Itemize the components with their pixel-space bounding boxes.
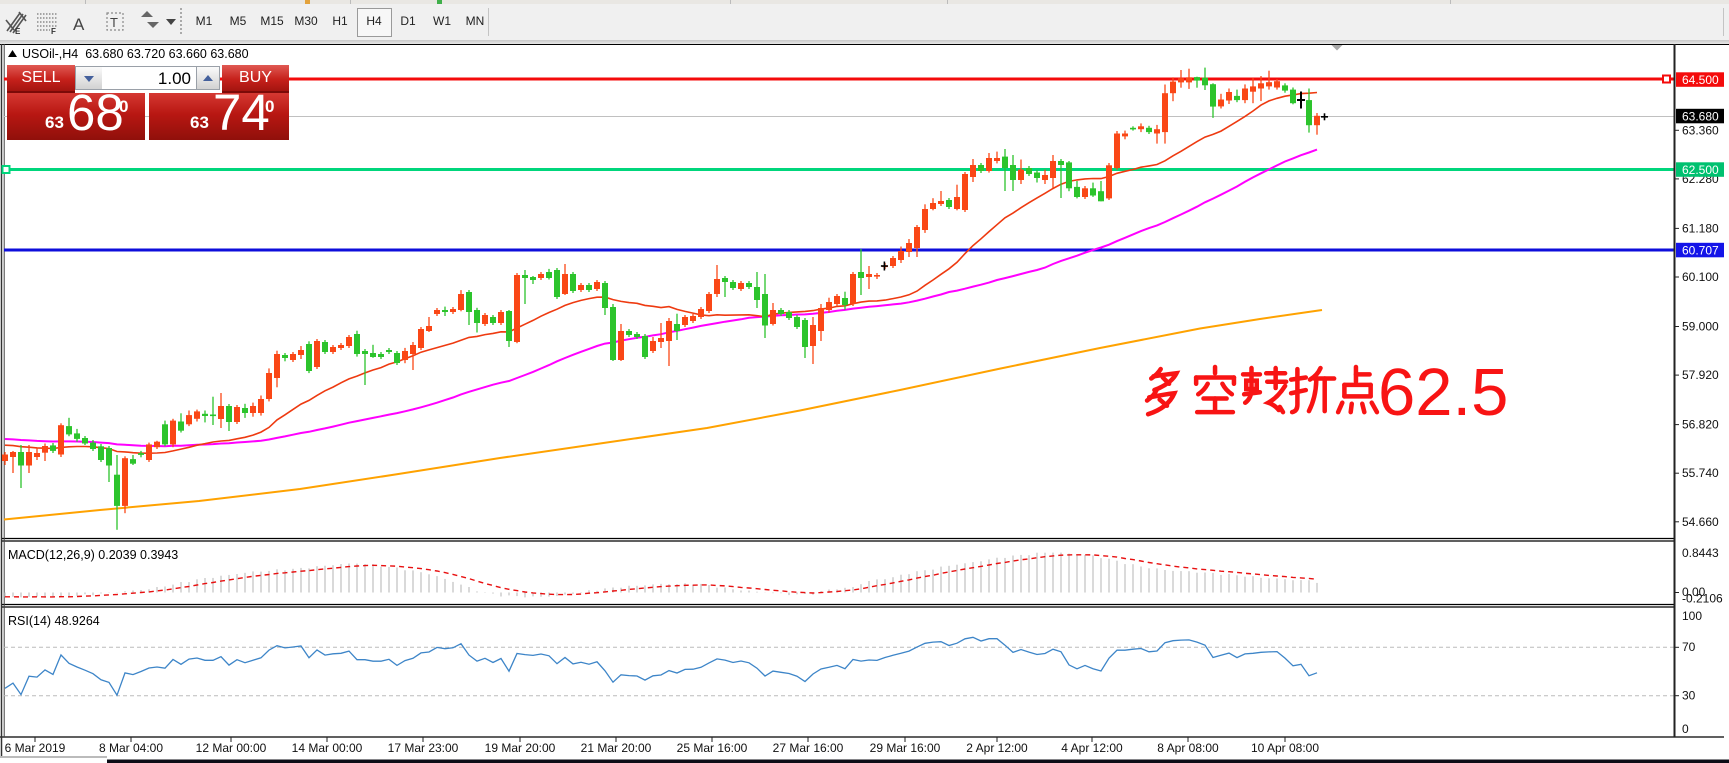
svg-text:100: 100 xyxy=(1682,609,1702,623)
svg-text:27 Mar 16:00: 27 Mar 16:00 xyxy=(773,741,844,755)
svg-text:70: 70 xyxy=(1682,640,1696,654)
svg-text:17 Mar 23:00: 17 Mar 23:00 xyxy=(388,741,459,755)
svg-text:2 Apr 12:00: 2 Apr 12:00 xyxy=(966,741,1028,755)
svg-text:63.360: 63.360 xyxy=(1682,123,1719,137)
svg-text:RSI(14) 48.9264: RSI(14) 48.9264 xyxy=(8,614,100,628)
svg-text:F: F xyxy=(51,27,56,36)
svg-text:57.920: 57.920 xyxy=(1682,368,1719,382)
svg-text:60.100: 60.100 xyxy=(1682,270,1719,284)
svg-text:29 Mar 16:00: 29 Mar 16:00 xyxy=(870,741,941,755)
svg-text:E: E xyxy=(15,27,21,36)
svg-text:0: 0 xyxy=(1682,722,1689,736)
svg-text:60.707: 60.707 xyxy=(1682,243,1719,257)
svg-text:54.660: 54.660 xyxy=(1682,515,1719,529)
svg-text:0.8443: 0.8443 xyxy=(1682,546,1719,560)
svg-text:A: A xyxy=(73,15,85,34)
svg-text:19 Mar 20:00: 19 Mar 20:00 xyxy=(485,741,556,755)
svg-text:12 Mar 00:00: 12 Mar 00:00 xyxy=(196,741,267,755)
svg-text:62.5: 62.5 xyxy=(1378,355,1508,430)
svg-text:61.180: 61.180 xyxy=(1682,221,1719,235)
svg-text:62.500: 62.500 xyxy=(1682,163,1719,177)
svg-text:4 Apr 12:00: 4 Apr 12:00 xyxy=(1061,741,1123,755)
svg-text:10 Apr 08:00: 10 Apr 08:00 xyxy=(1251,741,1319,755)
svg-text:T: T xyxy=(110,15,118,30)
svg-text:64.500: 64.500 xyxy=(1682,73,1719,87)
svg-text:25 Mar 16:00: 25 Mar 16:00 xyxy=(677,741,748,755)
svg-text:6 Mar 2019: 6 Mar 2019 xyxy=(5,741,66,755)
svg-text:56.820: 56.820 xyxy=(1682,418,1719,432)
svg-text:59.000: 59.000 xyxy=(1682,320,1719,334)
svg-text:MACD(12,26,9) 0.2039 0.3943: MACD(12,26,9) 0.2039 0.3943 xyxy=(8,548,178,562)
svg-text:8 Mar 04:00: 8 Mar 04:00 xyxy=(99,741,163,755)
svg-text:0.00: 0.00 xyxy=(1682,585,1706,599)
svg-text:USOil-,H4 63.680 63.720 63.66: USOil-,H4 63.680 63.720 63.660 63.680 xyxy=(22,47,249,61)
svg-text:30: 30 xyxy=(1682,689,1696,703)
svg-text:55.740: 55.740 xyxy=(1682,466,1719,480)
svg-text:63.680: 63.680 xyxy=(1682,109,1719,123)
svg-text:-0.2106: -0.2106 xyxy=(1682,592,1723,606)
svg-text:21 Mar 20:00: 21 Mar 20:00 xyxy=(581,741,652,755)
svg-text:8 Apr 08:00: 8 Apr 08:00 xyxy=(1157,741,1219,755)
svg-text:14 Mar 00:00: 14 Mar 00:00 xyxy=(292,741,363,755)
